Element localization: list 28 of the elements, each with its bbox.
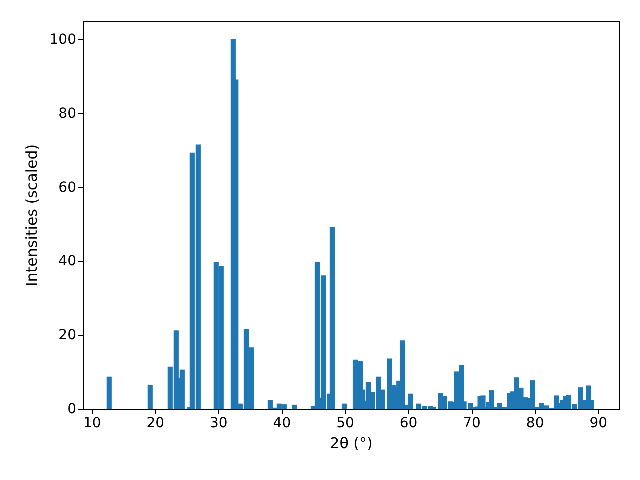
bar [148,384,153,409]
y-tick-label: 60 [58,180,76,196]
x-axis-title: 2θ (°) [330,434,373,452]
x-tick-label: 50 [336,416,354,432]
bar [106,376,112,409]
bar [342,404,348,409]
bar [268,400,273,409]
x-tick-label: 30 [210,416,228,432]
y-tick-label: 0 [68,402,76,418]
y-tick-label: 40 [58,254,76,270]
bar [489,390,494,409]
x-tick-label: 60 [400,416,418,432]
x-tick-label: 80 [526,416,544,432]
bar [408,394,414,409]
bar [480,396,486,409]
bar [330,227,335,409]
bar [400,340,406,409]
x-tick-label: 20 [146,416,165,432]
x-tick-label: 40 [273,416,292,432]
y-tick-label: 100 [50,32,76,48]
x-tick-label: 70 [463,416,481,432]
x-tick-label: 10 [83,416,102,432]
y-tick-label: 80 [58,106,76,122]
y-axis-title: Intensities (scaled) [22,144,41,287]
y-tick-label: 20 [58,328,76,344]
bar [530,380,536,409]
bar [292,404,298,409]
x-tick-label: 90 [590,416,608,432]
